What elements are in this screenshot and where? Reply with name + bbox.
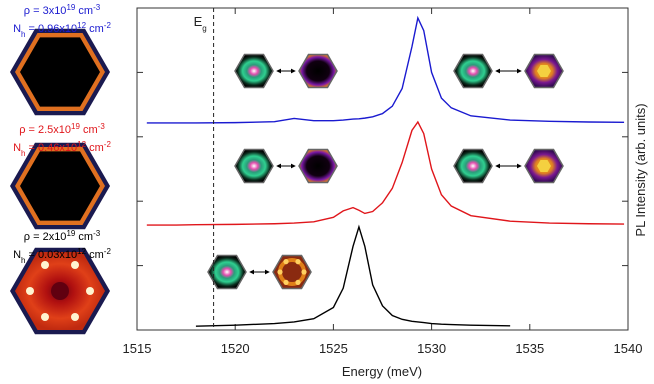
text-part: -3 bbox=[98, 122, 106, 131]
insets bbox=[207, 53, 564, 291]
text-part: cm bbox=[75, 5, 93, 17]
text-part: 19 bbox=[71, 122, 80, 131]
x-axis-label: Energy (meV) bbox=[342, 364, 422, 379]
text-part: = 0.96x10 bbox=[25, 23, 77, 35]
left-panels bbox=[10, 28, 110, 335]
band-gap-label: Eg bbox=[194, 14, 207, 33]
inset-map bbox=[524, 148, 564, 184]
text-part: h bbox=[21, 149, 25, 158]
x-tick-label: 1530 bbox=[417, 341, 446, 356]
inset-map bbox=[234, 148, 274, 184]
text-part: h bbox=[21, 30, 25, 39]
text-part: cm bbox=[80, 124, 98, 136]
pl-spectrum bbox=[146, 120, 625, 226]
density-label: Nh = 0.03x1012 cm-2 bbox=[13, 247, 111, 265]
inset-map bbox=[453, 148, 493, 184]
inset-map bbox=[298, 148, 338, 184]
pl-spectrum bbox=[195, 224, 511, 327]
text-part: E bbox=[194, 14, 203, 29]
density-label: Nh = 0.96x1012 cm-2 bbox=[13, 21, 111, 39]
text-part: N bbox=[13, 249, 21, 261]
inset-map bbox=[234, 53, 274, 89]
density-map bbox=[10, 28, 110, 116]
text-part: cm bbox=[75, 231, 93, 243]
x-tick-label: 1520 bbox=[221, 341, 250, 356]
density-label: ρ = 3x1019 cm-3 bbox=[24, 3, 101, 18]
text-part: ρ = 2x10 bbox=[24, 231, 67, 243]
text-part: cm bbox=[86, 249, 104, 261]
inset-map bbox=[524, 53, 564, 89]
text-part: N bbox=[13, 23, 21, 35]
plot-frame bbox=[136, 7, 629, 331]
y-axis-label: PL Intensity (arb. units) bbox=[633, 103, 648, 236]
text-part: 12 bbox=[77, 21, 86, 30]
density-label: Nh = 0.46x1012 cm-2 bbox=[13, 140, 111, 158]
text-part: ρ = 2.5x10 bbox=[19, 124, 71, 136]
text-part: -2 bbox=[104, 247, 112, 256]
inset-map bbox=[272, 253, 312, 291]
pl-spectrum bbox=[146, 15, 625, 124]
text-part: -3 bbox=[93, 229, 101, 238]
x-tick-label: 1535 bbox=[515, 341, 544, 356]
text-part: -2 bbox=[104, 140, 112, 149]
text-part: 12 bbox=[77, 247, 86, 256]
text-part: g bbox=[202, 24, 206, 33]
inset-map bbox=[453, 53, 493, 89]
text-part: ρ = 3x10 bbox=[24, 5, 67, 17]
text-part: cm bbox=[86, 142, 104, 154]
density-label: ρ = 2x1019 cm-3 bbox=[24, 229, 101, 244]
x-tick-label: 1525 bbox=[319, 341, 348, 356]
text-part: 12 bbox=[77, 140, 86, 149]
text-part: N bbox=[13, 142, 21, 154]
density-label: ρ = 2.5x1019 cm-3 bbox=[19, 122, 105, 137]
text-part: = 0.46x10 bbox=[25, 142, 77, 154]
text-part: h bbox=[21, 256, 25, 265]
text-part: 19 bbox=[66, 229, 75, 238]
text-part: -3 bbox=[93, 3, 101, 12]
text-part: cm bbox=[86, 23, 104, 35]
inset-map bbox=[298, 53, 338, 89]
text-part: = 0.03x10 bbox=[25, 249, 77, 261]
text-part: -2 bbox=[104, 21, 112, 30]
x-tick-label: 1515 bbox=[123, 341, 152, 356]
x-tick-label: 1540 bbox=[614, 341, 643, 356]
text-part: 19 bbox=[66, 3, 75, 12]
